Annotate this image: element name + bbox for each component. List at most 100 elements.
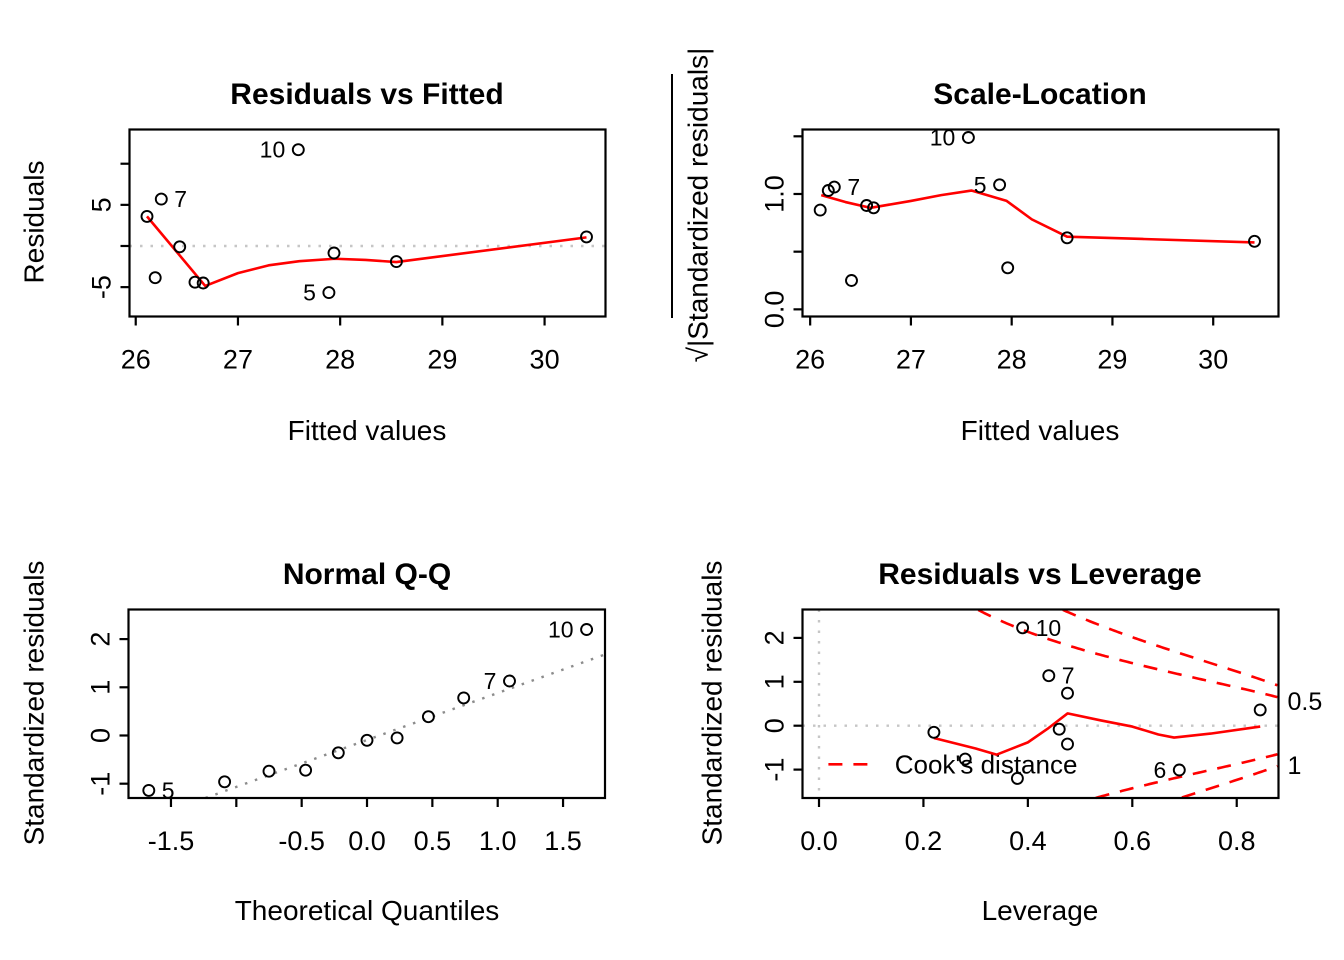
y-tick-label: 0.0: [760, 291, 790, 329]
data-point: [173, 240, 187, 254]
point-label-7: 7: [174, 186, 187, 212]
cooks-distance-contour-1: [1062, 608, 1278, 687]
y-tick-label: 5: [87, 197, 117, 212]
data-point: [327, 246, 341, 260]
y-axis-title: √|Standardized residuals|: [683, 48, 714, 363]
data-point: [1052, 722, 1066, 736]
y-tick-label: 1: [86, 680, 116, 695]
data-point: [993, 178, 1007, 192]
y-tick-label: -1: [86, 772, 116, 796]
data-point: [867, 201, 881, 215]
data-point: [148, 271, 162, 285]
panel-scale-location: 26 27 28 29 30 1.0 0.0 7 10 5 Scale-Location Fitted…: [671, 48, 1280, 446]
data-point: [1253, 703, 1267, 717]
plot-box: [127, 608, 607, 800]
data-point: [860, 199, 874, 212]
data-point: [580, 230, 593, 244]
x-tick-label: 0.0: [348, 826, 386, 856]
x-tick-label: 0.6: [1114, 826, 1152, 856]
qq-reference-line: [205, 653, 606, 800]
point-label-10: 10: [548, 616, 574, 642]
data-point: [360, 733, 374, 747]
point-label-10: 10: [1036, 615, 1062, 641]
plot-box: [801, 128, 1280, 318]
smoother-line: [820, 189, 1255, 244]
cooks-contour-label: 1: [1288, 752, 1302, 780]
data-point: [1001, 261, 1015, 275]
plot-box: [801, 608, 1280, 800]
data-point: [218, 775, 232, 789]
x-tick-label: 26: [121, 345, 151, 375]
x-tick-label: 26: [795, 345, 825, 375]
panel-residuals-vs-fitted: 26 27 28 29 30 5 -5 7 10 5 Residuals vs Fitted Fitt…: [19, 78, 607, 446]
x-tick-label: 30: [530, 345, 560, 375]
data-point: [142, 783, 156, 797]
point-label-5: 5: [974, 172, 987, 198]
data-point: [1061, 686, 1074, 700]
point-label-10: 10: [930, 124, 956, 150]
y-tick-label: 1.0: [760, 175, 790, 213]
cooks-distance-contour-0.5: [1095, 753, 1278, 800]
point-label-6: 6: [1153, 757, 1166, 783]
smoother-line: [145, 215, 587, 288]
point-label-10: 10: [260, 137, 286, 163]
x-tick-label: 30: [1198, 345, 1228, 375]
cooks-distance-contour-0.5: [977, 608, 1278, 699]
data-point: [291, 143, 305, 157]
data-point: [322, 286, 336, 300]
point-label-5: 5: [162, 777, 175, 803]
data-point: [1016, 621, 1030, 635]
x-tick-label: -1.5: [148, 826, 195, 856]
y-tick-label: 2: [760, 630, 790, 645]
x-tick-label: 1.0: [479, 826, 517, 856]
data-point: [299, 763, 313, 777]
y-tick-label: 2: [86, 632, 116, 647]
point-label-7: 7: [484, 668, 497, 694]
x-tick-label: 0.4: [1009, 826, 1047, 856]
data-point: [1010, 771, 1024, 785]
y-tick-label: 1: [760, 674, 790, 689]
data-point: [1172, 763, 1186, 777]
x-tick-label: 27: [223, 345, 253, 375]
data-point: [503, 674, 516, 688]
point-label-7: 7: [847, 174, 860, 200]
x-tick-label: 28: [325, 345, 355, 375]
x-tick-label: 27: [896, 345, 926, 375]
data-point: [1061, 737, 1074, 751]
data-point: [1060, 231, 1074, 245]
data-point: [827, 180, 841, 194]
y-axis-title: Standardized residuals: [19, 561, 50, 846]
panel-title: Scale-Location: [933, 78, 1146, 111]
data-point: [421, 710, 435, 724]
x-tick-label: 0.0: [800, 826, 838, 856]
plot-box: [128, 128, 607, 318]
cooks-legend-text: Cook's distance: [895, 749, 1078, 779]
y-tick-label: -5: [87, 275, 117, 299]
y-tick-label: 0: [86, 728, 116, 743]
y-axis-title: Standardized residuals: [697, 561, 728, 846]
y-tick-label: 0: [760, 718, 790, 733]
data-point: [1248, 234, 1261, 248]
data-point: [927, 725, 941, 739]
data-point: [961, 131, 975, 144]
data-point: [580, 623, 594, 636]
data-point: [845, 274, 858, 287]
x-tick-label: 0.2: [905, 826, 943, 856]
data-point: [813, 203, 827, 217]
data-point: [457, 691, 471, 705]
x-axis-title: Theoretical Quantiles: [235, 895, 500, 926]
panel-title: Residuals vs Fitted: [230, 78, 503, 111]
x-axis-title: Fitted values: [288, 415, 447, 446]
x-tick-label: 1.5: [544, 826, 582, 856]
y-tick-label: -1: [760, 758, 790, 782]
data-point: [154, 192, 168, 206]
data-point: [196, 276, 210, 290]
x-tick-label: 0.5: [414, 826, 452, 856]
x-tick-label: -0.5: [278, 826, 325, 856]
data-point: [389, 255, 403, 269]
point-label-5: 5: [303, 280, 316, 306]
point-label-7: 7: [1062, 663, 1075, 689]
data-point: [390, 731, 404, 745]
